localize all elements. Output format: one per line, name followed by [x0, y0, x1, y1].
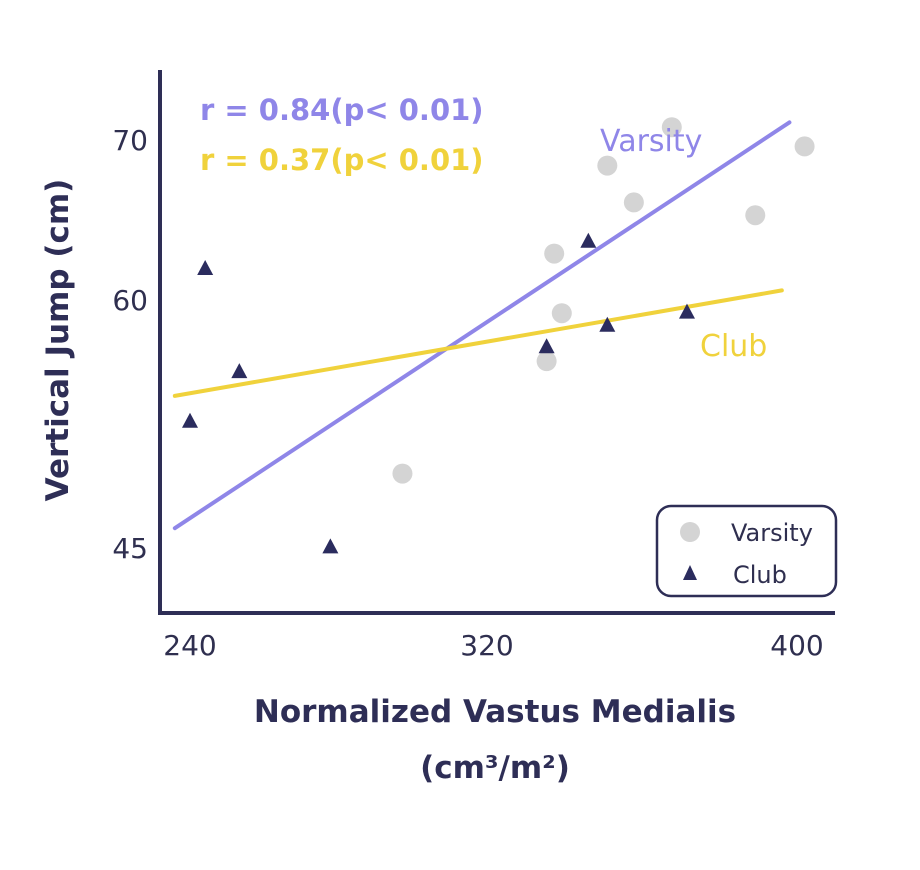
- y-tick-label: 60: [112, 284, 148, 317]
- club-correlation-text: r = 0.37(p< 0.01): [200, 143, 484, 177]
- legend-club-marker: [683, 565, 697, 580]
- varsity-point: [661, 117, 682, 138]
- varsity-line-label: Varsity: [600, 124, 702, 159]
- x-tick-label: 320: [460, 629, 513, 662]
- varsity-point: [392, 463, 413, 484]
- legend: Varsity Club: [655, 504, 838, 598]
- club-points: [182, 232, 695, 554]
- varsity-point: [551, 303, 572, 324]
- club-point: [538, 338, 555, 354]
- club-point: [197, 260, 214, 275]
- x-axis-title-line1: Normalized Vastus Medialis: [254, 694, 736, 730]
- legend-varsity-marker: [680, 522, 700, 542]
- y-tick-label: 45: [112, 532, 148, 565]
- legend-box: [655, 504, 838, 598]
- club-point: [322, 538, 339, 554]
- club-trendline: [172, 288, 784, 398]
- varsity-trendline: [172, 120, 792, 531]
- y-axis-title: Vertical Jump (cm): [40, 179, 76, 502]
- club-line-label: Club: [700, 329, 767, 364]
- varsity-correlation-text: r = 0.84(p< 0.01): [200, 93, 484, 127]
- x-axis-title-line2: (cm³/m²): [420, 750, 570, 786]
- club-point: [599, 316, 616, 332]
- x-tick-labels: 240 320 400: [163, 629, 823, 662]
- varsity-points: [392, 117, 815, 484]
- legend-club-label: Club: [733, 561, 787, 589]
- x-tick-label: 240: [163, 629, 216, 662]
- varsity-point: [623, 192, 644, 213]
- varsity-point: [794, 136, 815, 157]
- varsity-point: [536, 351, 557, 372]
- x-tick-label: 400: [770, 629, 823, 662]
- club-point: [182, 412, 198, 428]
- y-tick-labels: 70 60 45: [112, 124, 148, 565]
- legend-varsity-label: Varsity: [731, 519, 813, 547]
- varsity-point: [544, 243, 565, 264]
- varsity-point: [597, 155, 618, 176]
- y-tick-label: 70: [112, 124, 148, 157]
- varsity-point: [745, 205, 766, 226]
- club-point: [231, 363, 248, 379]
- club-point: [580, 232, 597, 248]
- club-point: [678, 303, 695, 319]
